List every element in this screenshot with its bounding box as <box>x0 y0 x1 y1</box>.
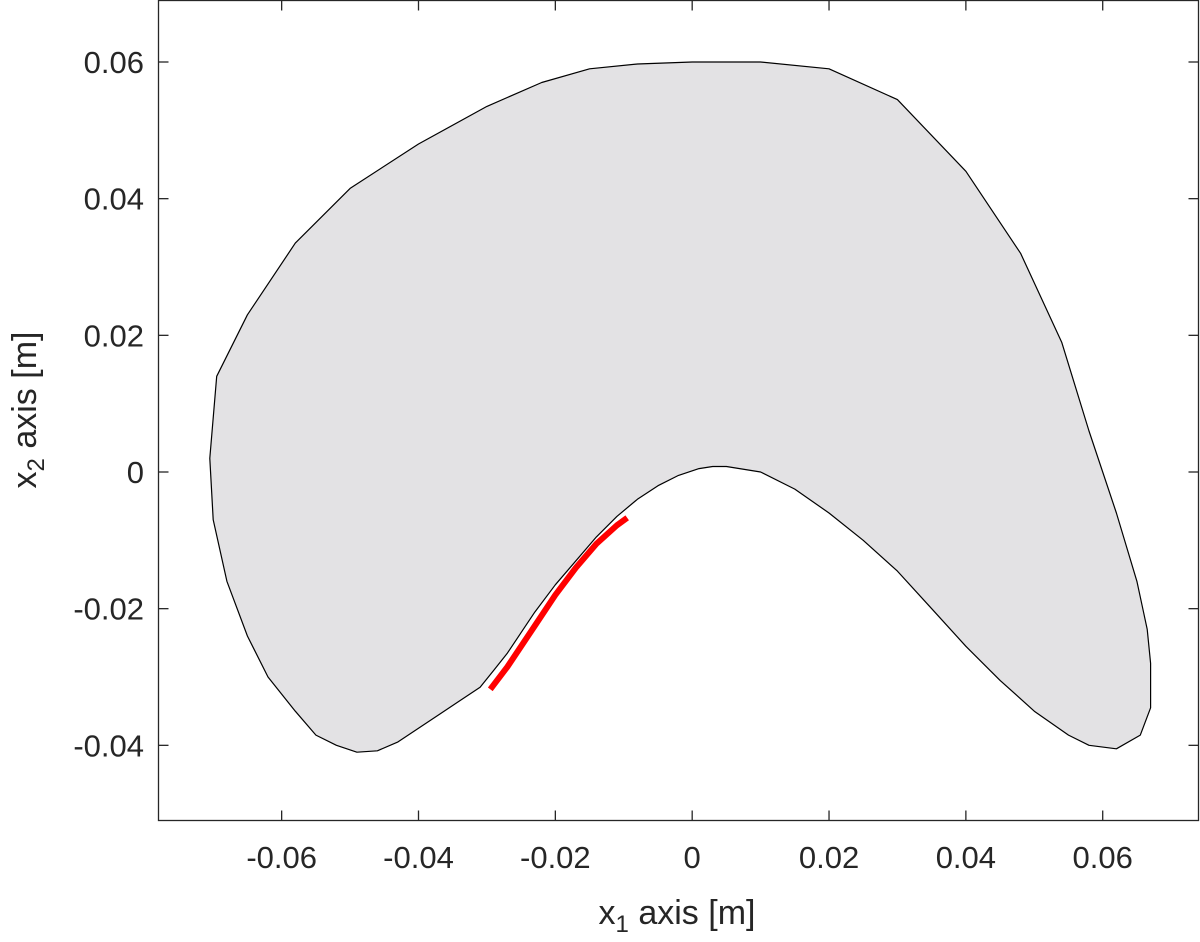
y-tick-label: 0 <box>127 455 144 490</box>
x-tick-label: 0.02 <box>799 840 859 875</box>
highlighted-path <box>487 515 629 692</box>
y-tick-label: 0.02 <box>84 318 144 353</box>
ticks: -0.06 -0.04 -0.02 0 0.02 0.04 0.06 -0.04 -0.02 0 0… <box>73 0 1199 875</box>
x-axis-label: x1 axis [m] <box>599 894 756 938</box>
plot-area <box>209 61 1152 753</box>
x-tick-label: 0 <box>684 840 701 875</box>
y-tick-label: -0.02 <box>73 592 144 627</box>
x-tick-label: -0.06 <box>246 840 317 875</box>
x-tick-label: -0.04 <box>383 840 454 875</box>
x-tick-label: 0.06 <box>1073 840 1133 875</box>
x-tick-label: -0.02 <box>520 840 591 875</box>
axes-box <box>157 0 1200 822</box>
workspace-region <box>209 61 1152 753</box>
y-axis-label: x2 axis [m] <box>6 332 50 489</box>
x-tick-label: 0.04 <box>936 840 996 875</box>
y-tick-label: 0.04 <box>84 182 144 217</box>
y-tick-label: -0.04 <box>73 728 144 763</box>
y-tick-label: 0.06 <box>84 45 144 80</box>
